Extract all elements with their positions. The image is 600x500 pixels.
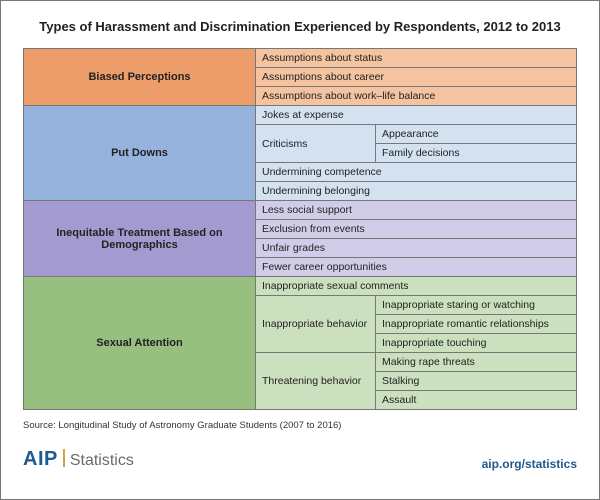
item-cell: Unfair grades [256,239,577,258]
category-items: Less social supportExclusion from events… [256,201,577,277]
item-cell: Exclusion from events [256,220,577,239]
item-cell: Less social support [256,201,577,220]
subgroup-label: Criticisms [256,125,376,163]
logo-aip-text: AIP [23,448,58,471]
category-row: Sexual AttentionInappropriate sexual com… [24,277,577,410]
category-table: Biased PerceptionsAssumptions about stat… [23,48,577,410]
subitem-cell: Making rape threats [376,353,577,372]
item-cell: Inappropriate sexual comments [256,277,577,296]
category-row: Put DownsJokes at expenseCriticismsAppea… [24,106,577,201]
aip-logo: AIP Statistics [23,447,134,471]
footer: AIP Statistics aip.org/statistics [23,447,577,471]
subitem-cell: Inappropriate touching [376,334,577,353]
logo-stats-text: Statistics [70,452,134,470]
category-label: Biased Perceptions [24,49,256,106]
category-label: Put Downs [24,106,256,201]
logo-divider [63,449,65,467]
category-items: Jokes at expenseCriticismsAppearanceFami… [256,106,577,201]
subgroup-label: Threatening behavior [256,353,376,410]
item-cell: Fewer career opportunities [256,258,577,277]
item-cell: Undermining competence [256,163,577,182]
category-row: Inequitable Treatment Based on Demograph… [24,201,577,277]
item-cell: Undermining belonging [256,182,577,201]
category-label: Sexual Attention [24,277,256,410]
subitem-cell: Inappropriate staring or watching [376,296,577,315]
subitem-cell: Assault [376,391,577,410]
category-items: Assumptions about statusAssumptions abou… [256,49,577,106]
category-row: Biased PerceptionsAssumptions about stat… [24,49,577,106]
subitem-cell: Stalking [376,372,577,391]
source-note: Source: Longitudinal Study of Astronomy … [23,420,577,431]
subgroup-label: Inappropriate behavior [256,296,376,353]
item-cell: Assumptions about status [256,49,577,68]
item-cell: Assumptions about work–life balance [256,87,577,106]
subitem-cell: Inappropriate romantic relationships [376,315,577,334]
item-cell: Assumptions about career [256,68,577,87]
subitem-cell: Family decisions [376,144,577,163]
item-cell: Jokes at expense [256,106,577,125]
category-items: Inappropriate sexual commentsInappropria… [256,277,577,410]
category-label: Inequitable Treatment Based on Demograph… [24,201,256,277]
chart-title: Types of Harassment and Discrimination E… [23,19,577,34]
footer-url: aip.org/statistics [482,457,577,471]
subitem-cell: Appearance [376,125,577,144]
